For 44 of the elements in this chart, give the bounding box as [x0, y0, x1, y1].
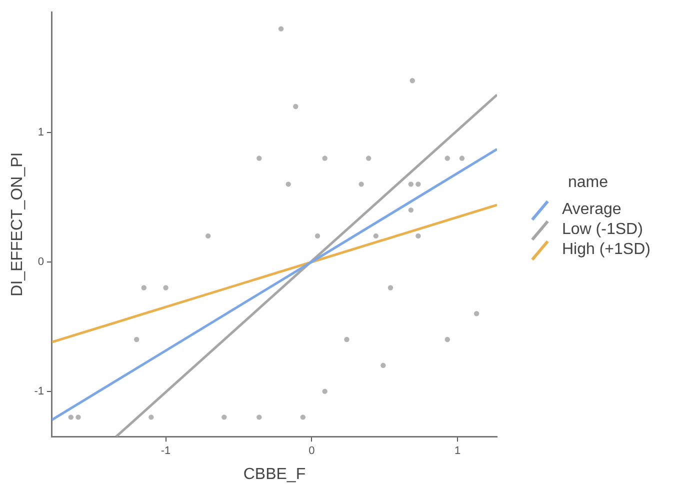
y-tick-label: -1 [34, 385, 44, 398]
point [256, 156, 262, 161]
point [206, 233, 211, 239]
point [388, 285, 394, 290]
point [373, 233, 378, 239]
point [286, 182, 291, 187]
point [444, 156, 450, 161]
point [408, 207, 414, 213]
point [314, 233, 320, 239]
y-tick-label: 0 [38, 256, 44, 268]
point [322, 156, 328, 161]
point [358, 182, 364, 187]
point [380, 362, 386, 368]
point [68, 414, 74, 420]
point [148, 414, 154, 420]
y-axis-title: DI_EFFECT_ON_PI [9, 152, 26, 296]
point [366, 156, 372, 161]
point [300, 414, 306, 420]
x-tick-label: 1 [454, 445, 461, 458]
point [134, 336, 140, 342]
point [416, 182, 421, 187]
x-tick-label: 0 [308, 445, 315, 458]
point [444, 336, 450, 342]
point [459, 156, 465, 161]
point [293, 104, 298, 110]
point [416, 233, 421, 239]
point [410, 78, 415, 84]
point [278, 26, 284, 32]
point [408, 182, 414, 187]
point [322, 388, 328, 394]
x-tick-label: -1 [160, 445, 171, 458]
point [141, 285, 147, 290]
point [76, 414, 81, 420]
point [163, 285, 168, 290]
x-axis-title: CBBE_F [243, 466, 306, 483]
legend-label: Low (-1SD) [562, 221, 643, 239]
point [256, 414, 262, 420]
y-tick-label: 1 [38, 126, 44, 138]
legend-label: Average [562, 201, 622, 219]
point [222, 414, 227, 420]
point [474, 311, 480, 316]
legend-title: name [568, 174, 610, 192]
point [344, 336, 350, 342]
legend-label: High (+1SD) [562, 241, 650, 259]
